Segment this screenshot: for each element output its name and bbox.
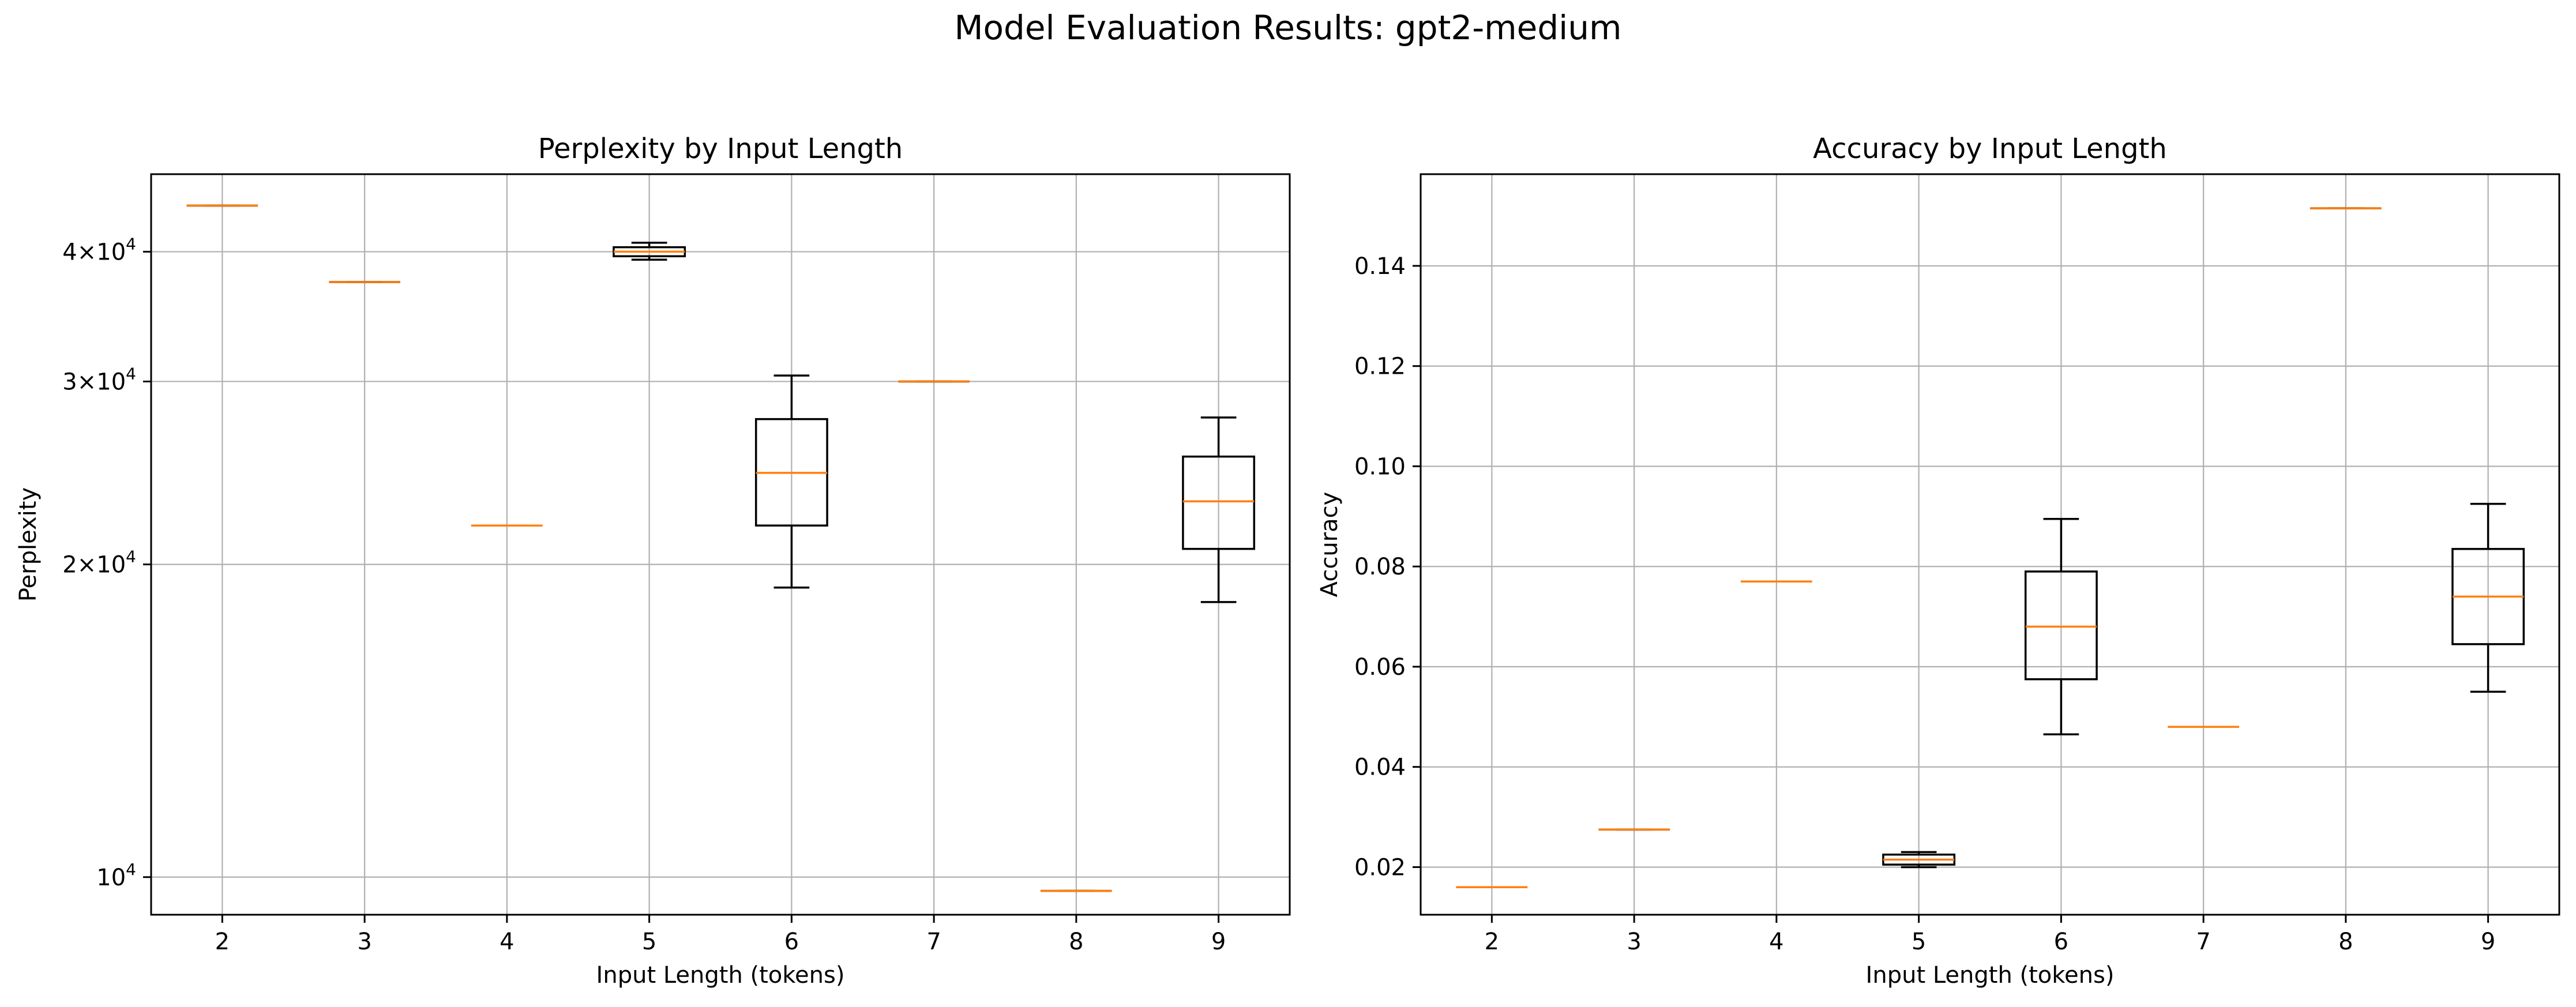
x-tick-label: 4 xyxy=(1769,929,1783,955)
boxplots xyxy=(186,204,1256,892)
y-ticks: 0.02 0.04 0.06 0.08 0.10 0.12 0.14 xyxy=(1354,253,1421,881)
grid-lines xyxy=(1421,174,2559,915)
box xyxy=(2024,570,2098,681)
x-tick-label: 7 xyxy=(926,929,941,955)
y-tick-base: 10 xyxy=(96,865,126,891)
x-tick-label: 6 xyxy=(2054,929,2068,955)
y-tick-label: 0.02 xyxy=(1354,854,1406,881)
y-tick-exponent: 4 xyxy=(126,364,136,383)
x-tick-label: 2 xyxy=(215,929,230,955)
y-tick-base: 3×10 xyxy=(62,369,126,395)
y-axis-label: Perplexity xyxy=(15,487,42,602)
plot-frame xyxy=(150,173,1291,916)
boxplot-6 xyxy=(2024,517,2098,736)
y-tick-label: 0.04 xyxy=(1354,754,1406,781)
y-tick-label: 104 xyxy=(96,860,136,891)
y-tick-exponent: 4 xyxy=(126,860,136,879)
plot-frame xyxy=(1420,173,2560,916)
chart-title: Accuracy by Input Length xyxy=(1813,133,2167,165)
y-axis-label: Accuracy xyxy=(1316,492,1343,598)
x-tick-label: 2 xyxy=(1485,929,1499,955)
x-ticks: 2 3 4 5 6 7 8 9 xyxy=(1485,915,2495,955)
boxplot-5 xyxy=(613,242,686,261)
x-tick-label: 4 xyxy=(500,929,514,955)
y-tick-label: 2×104 xyxy=(62,547,136,578)
boxplot-9 xyxy=(2451,502,2525,693)
x-tick-label: 3 xyxy=(1627,929,1641,955)
box xyxy=(1182,455,1256,550)
y-tick-exponent: 4 xyxy=(126,234,136,253)
x-axis-label: Input Length (tokens) xyxy=(1866,962,2115,989)
y-tick-label: 0.06 xyxy=(1354,654,1406,681)
figure-suptitle: Model Evaluation Results: gpt2-medium xyxy=(954,8,1622,47)
chart-title: Perplexity by Input Length xyxy=(538,133,903,165)
y-tick-exponent: 4 xyxy=(126,547,136,566)
y-tick-label: 0.12 xyxy=(1354,354,1406,380)
x-tick-label: 5 xyxy=(1912,929,1926,955)
x-tick-label: 9 xyxy=(2481,929,2495,955)
x-ticks: 2 3 4 5 6 7 8 9 xyxy=(215,915,1226,955)
y-tick-base: 4×10 xyxy=(62,239,126,265)
y-tick-label: 0.14 xyxy=(1354,253,1406,280)
grid-lines xyxy=(151,174,1290,915)
y-tick-label: 4×104 xyxy=(62,234,136,265)
boxplot-5 xyxy=(1882,851,1956,869)
y-tick-label: 0.10 xyxy=(1354,453,1406,480)
boxplots xyxy=(1456,207,2525,888)
y-tick-label: 3×104 xyxy=(62,364,136,395)
x-tick-label: 5 xyxy=(642,929,656,955)
x-tick-label: 3 xyxy=(357,929,371,955)
x-tick-label: 7 xyxy=(2196,929,2210,955)
x-tick-label: 8 xyxy=(2338,929,2353,955)
x-axis-label: Input Length (tokens) xyxy=(596,962,845,989)
boxplot-6 xyxy=(754,374,828,589)
x-tick-label: 9 xyxy=(1211,929,1226,955)
x-tick-label: 6 xyxy=(784,929,799,955)
boxplot-9 xyxy=(1182,416,1256,603)
y-tick-label: 0.08 xyxy=(1354,554,1406,580)
y-tick-base: 2×10 xyxy=(62,552,126,578)
x-tick-label: 8 xyxy=(1069,929,1083,955)
